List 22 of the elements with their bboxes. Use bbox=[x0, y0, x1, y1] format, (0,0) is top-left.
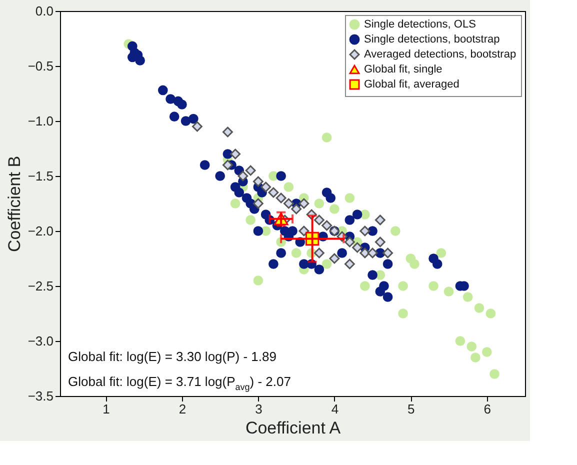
y-tick-label: −2.5 bbox=[28, 278, 54, 294]
y-tick-label: −3.0 bbox=[28, 334, 54, 348]
y-tick-label: −2.0 bbox=[28, 224, 54, 238]
legend-label: Single detections, OLS bbox=[364, 18, 476, 30]
x-tick-label: 6 bbox=[484, 402, 491, 416]
x-tick-label: 3 bbox=[255, 402, 262, 416]
legend-label: Global fit, single bbox=[364, 64, 442, 76]
x-tick-label: 1 bbox=[102, 402, 110, 416]
x-tick-label: 4 bbox=[331, 402, 339, 416]
annotation: Global fit: log(E) = 3.30 log(P) - 1.89 bbox=[68, 349, 276, 364]
y-tick-label: −3.5 bbox=[28, 388, 54, 404]
y-tick-label: −0.5 bbox=[28, 58, 54, 74]
x-tick-label: 2 bbox=[178, 402, 186, 416]
legend-label: Averaged detections, bootstrap bbox=[364, 48, 516, 60]
legend-label: Global fit, averaged bbox=[364, 78, 460, 90]
y-tick-label: −1.5 bbox=[28, 168, 54, 184]
legend-label: Single detections, bootstrap bbox=[364, 34, 500, 46]
x-tick-label: 5 bbox=[408, 402, 415, 416]
y-tick-label: −1.0 bbox=[28, 114, 54, 128]
y-tick-label: 0.0 bbox=[35, 4, 54, 18]
x-axis-title: Coefficient A bbox=[245, 418, 342, 438]
y-axis-title: Coefficient B bbox=[4, 156, 24, 252]
